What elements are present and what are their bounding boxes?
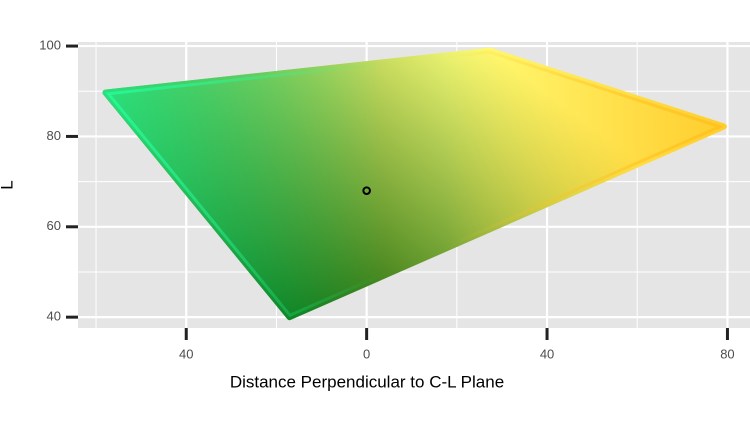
x-axis-title: Distance Perpendicular to C-L Plane <box>230 372 504 391</box>
y-axis-title: L <box>0 180 16 189</box>
y-tick-label: 60 <box>47 218 61 233</box>
point <box>362 186 371 195</box>
y-tick-label: 40 <box>47 309 61 324</box>
x-tick-label: 40 <box>179 346 193 361</box>
gamut-hue-overlay <box>102 47 727 321</box>
x-tick-label: 80 <box>720 346 734 361</box>
y-tick-label: 100 <box>39 38 61 53</box>
x-tick-label: 40 <box>540 346 554 361</box>
y-tick-label: 80 <box>47 128 61 143</box>
x-tick-label: 0 <box>363 346 370 361</box>
